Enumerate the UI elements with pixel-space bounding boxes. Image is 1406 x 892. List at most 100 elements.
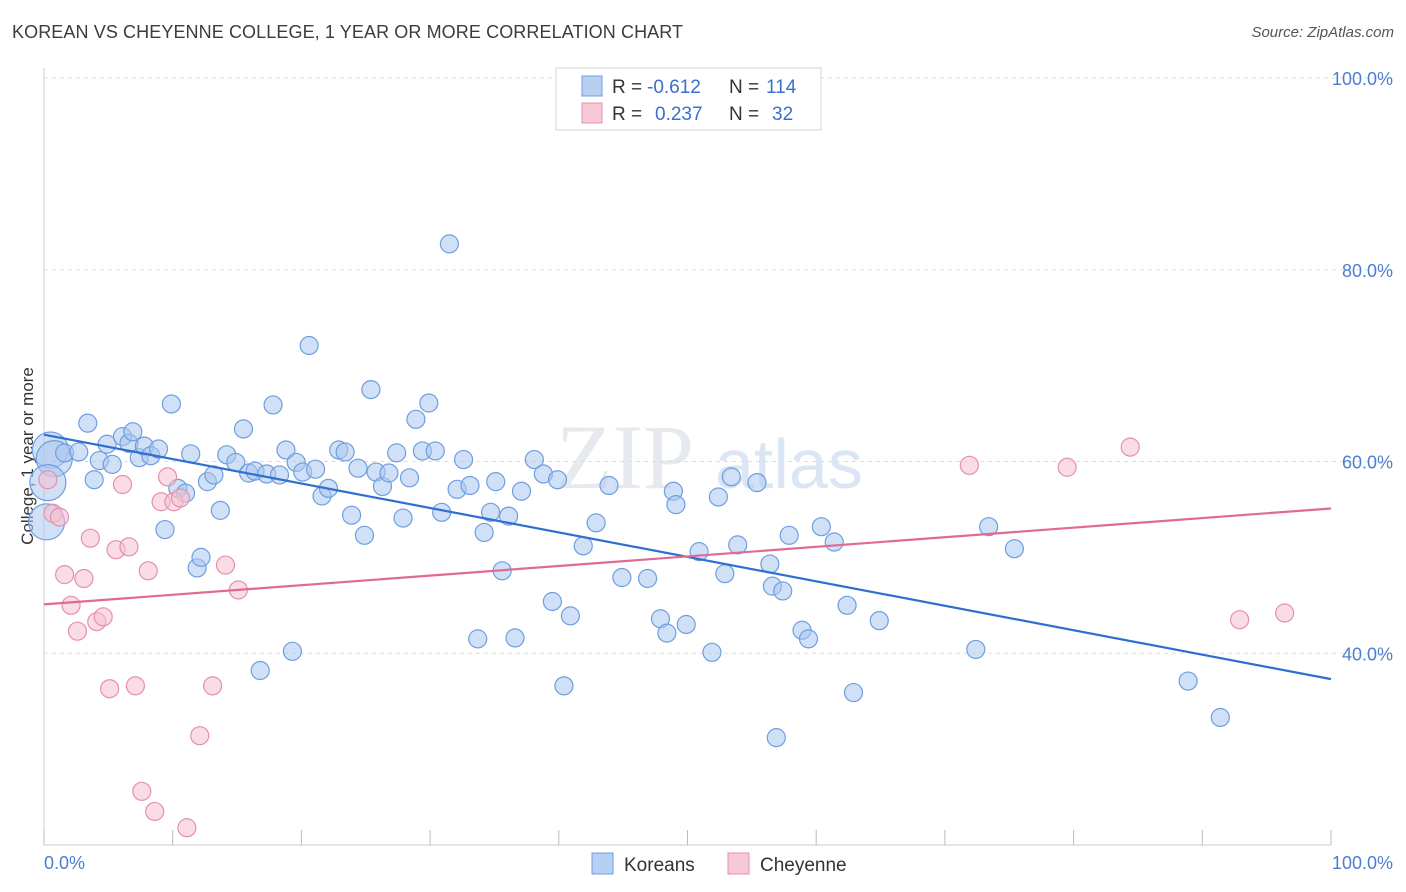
koreans-point bbox=[299, 335, 319, 356]
koreans-point bbox=[250, 660, 270, 681]
cheyenne-point bbox=[80, 528, 100, 548]
koreans-point bbox=[78, 413, 98, 433]
koreans-point bbox=[480, 502, 501, 522]
koreans-point bbox=[798, 629, 819, 649]
koreans-point bbox=[468, 629, 488, 649]
cheyenne-point bbox=[38, 470, 58, 490]
cheyenne-point bbox=[67, 621, 88, 641]
koreans-point bbox=[406, 409, 426, 429]
trend-lines bbox=[43, 433, 1332, 681]
koreans-point bbox=[102, 454, 122, 474]
koreans-point bbox=[560, 606, 580, 626]
legend-r-label-2: R = bbox=[612, 104, 642, 125]
koreans-point bbox=[747, 472, 767, 493]
legend-swatch-cheyenne bbox=[727, 852, 750, 875]
koreans-point bbox=[282, 641, 302, 661]
legend-n-value-2: 32 bbox=[772, 104, 793, 125]
koreans-point bbox=[393, 508, 413, 528]
koreans-point bbox=[554, 676, 574, 696]
cheyenne-point bbox=[215, 555, 236, 575]
cheyenne-point bbox=[959, 455, 979, 475]
koreans-point bbox=[263, 395, 283, 415]
koreans-point bbox=[599, 475, 619, 496]
koreans-point bbox=[210, 500, 230, 520]
koreans-point bbox=[586, 513, 606, 533]
koreans-point bbox=[505, 628, 525, 648]
koreans-point bbox=[779, 525, 799, 545]
legend-bottom: Koreans Cheyenne bbox=[591, 852, 847, 876]
cheyenne-point bbox=[202, 676, 223, 696]
koreans-point bbox=[69, 442, 89, 462]
koreans-point bbox=[499, 506, 519, 526]
koreans-point bbox=[1004, 539, 1024, 559]
cheyenne-point bbox=[177, 818, 197, 838]
koreans-point bbox=[335, 442, 355, 462]
koreans-point bbox=[979, 517, 999, 537]
koreans-point bbox=[123, 422, 143, 442]
koreans-point bbox=[766, 728, 786, 748]
cheyenne-point bbox=[61, 595, 81, 615]
cheyenne-point bbox=[157, 467, 178, 487]
koreans-point bbox=[460, 475, 480, 496]
koreans-point bbox=[155, 519, 175, 540]
cheyenne-point bbox=[138, 561, 158, 581]
legend-label-koreans: Koreans bbox=[624, 855, 695, 876]
koreans-point bbox=[233, 419, 254, 439]
koreans-point bbox=[387, 443, 407, 463]
koreans-point bbox=[702, 642, 722, 662]
y-tick-label-40: 40.0% bbox=[1342, 644, 1393, 664]
koreans-point bbox=[305, 459, 326, 479]
koreans-point bbox=[361, 379, 381, 400]
cheyenne-point bbox=[190, 726, 210, 746]
koreans-point bbox=[379, 463, 399, 483]
koreans-point bbox=[708, 487, 728, 507]
koreans-point bbox=[811, 517, 831, 537]
cheyenne-point bbox=[125, 676, 145, 696]
x-tick-label-min: 0.0% bbox=[44, 853, 85, 873]
cheyenne-point bbox=[49, 507, 70, 527]
legend-top: R = -0.612 N = 114 R = 0.237 N = 32 bbox=[555, 67, 822, 131]
koreans-point bbox=[657, 623, 677, 643]
legend-r-label-1: R = bbox=[612, 77, 642, 98]
koreans-point bbox=[676, 614, 696, 635]
cheyenne-point bbox=[170, 488, 191, 508]
koreans-point bbox=[453, 449, 474, 470]
legend-n-value-1: 114 bbox=[766, 77, 797, 98]
legend-label-cheyenne: Cheyenne bbox=[760, 855, 847, 876]
y-tick-label-60: 60.0% bbox=[1342, 453, 1393, 473]
koreans-point bbox=[486, 472, 506, 492]
source-credit: Source: ZipAtlas.com bbox=[1251, 24, 1394, 41]
koreans-point bbox=[276, 440, 296, 460]
chart-title: KOREAN VS CHEYENNE COLLEGE, 1 YEAR OR MO… bbox=[12, 22, 684, 42]
koreans-point bbox=[1178, 671, 1198, 691]
koreans-point bbox=[419, 393, 439, 413]
koreans-point bbox=[474, 522, 494, 543]
cheyenne-point bbox=[1120, 437, 1140, 457]
koreans-point bbox=[341, 505, 362, 525]
koreans-point bbox=[612, 567, 632, 588]
cheyenne-point bbox=[74, 568, 94, 589]
x-tick-label-max: 100.0% bbox=[1332, 853, 1393, 873]
koreans-point bbox=[84, 470, 104, 490]
koreans-point bbox=[573, 536, 593, 556]
legend-top-swatch-blue bbox=[581, 75, 603, 97]
koreans-point bbox=[354, 525, 375, 545]
koreans-point bbox=[191, 547, 211, 567]
koreans-point bbox=[439, 234, 460, 254]
legend-n-label-1: N = bbox=[729, 77, 759, 98]
koreans-point bbox=[348, 458, 368, 478]
koreans-point bbox=[843, 682, 864, 703]
cheyenne-point bbox=[145, 801, 165, 822]
legend-top-swatch-pink bbox=[581, 102, 603, 124]
koreans-points bbox=[27, 234, 1230, 748]
legend-r-value-1: -0.612 bbox=[647, 77, 701, 98]
koreans-point bbox=[715, 564, 735, 584]
koreans-point bbox=[425, 441, 445, 461]
x-tick-marks bbox=[43, 830, 1332, 845]
koreans-point bbox=[511, 481, 532, 501]
cheyenne-point bbox=[100, 679, 120, 699]
koreans-point bbox=[547, 470, 568, 490]
cheyenne-point bbox=[132, 781, 152, 801]
koreans-point bbox=[524, 449, 544, 470]
cheyenne-point bbox=[119, 537, 139, 557]
